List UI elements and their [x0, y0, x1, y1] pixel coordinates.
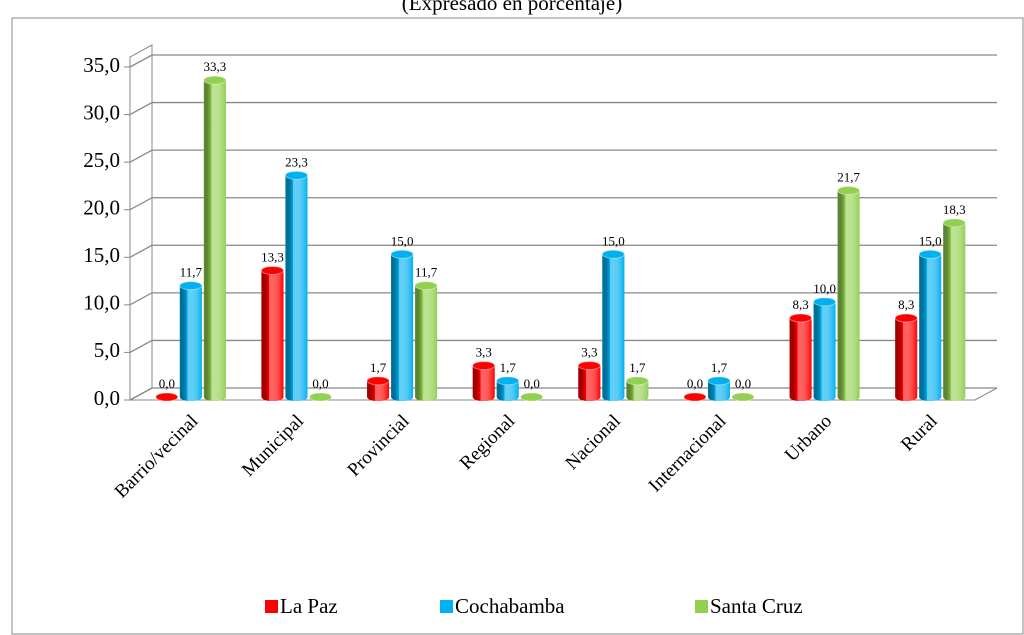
data-label: 15,0 — [602, 233, 625, 248]
data-label: 11,7 — [180, 265, 203, 280]
bar-shade — [919, 250, 942, 401]
bar-shade — [179, 281, 202, 401]
legend-swatch — [265, 600, 278, 613]
y-tick-label: 20,0 — [83, 196, 120, 220]
bar-shade — [415, 281, 438, 401]
bar-top — [414, 281, 438, 291]
x-tick-label: Rural — [897, 411, 942, 456]
grid-line — [129, 244, 997, 258]
x-tick-label: Municipal — [238, 411, 308, 481]
grid-line — [129, 101, 997, 116]
bar-top — [179, 281, 203, 291]
bar-top — [284, 170, 308, 180]
data-label: 15,0 — [391, 233, 414, 248]
bar-top — [390, 249, 414, 259]
bar-shade — [837, 186, 860, 401]
bar-top — [731, 392, 755, 402]
legend-label: Santa Cruz — [710, 594, 803, 618]
data-label: 15,0 — [919, 233, 942, 248]
bar-shade — [602, 250, 625, 401]
grid-line — [129, 292, 997, 306]
bar-top — [625, 376, 649, 386]
data-label: 1,7 — [370, 360, 387, 375]
bar-top — [308, 392, 332, 402]
legend-swatch — [440, 600, 453, 613]
bar-top — [813, 297, 837, 307]
x-tick-label: Regional — [456, 411, 519, 474]
grid-line — [129, 197, 997, 211]
bar-shade — [895, 314, 918, 401]
chart-border — [11, 17, 1024, 635]
x-tick-label: Urbano — [781, 411, 836, 466]
data-label: 1,7 — [629, 360, 646, 375]
bar-top — [789, 313, 813, 323]
data-label: 3,3 — [581, 345, 597, 360]
y-tick-label: 0,0 — [94, 386, 120, 410]
bar-top — [918, 249, 942, 259]
bar-shade — [813, 297, 836, 401]
data-label: 1,7 — [711, 360, 728, 375]
data-label: 0,0 — [312, 376, 328, 391]
data-label: 13,3 — [261, 249, 284, 264]
grid-line — [129, 149, 997, 163]
grid-line — [129, 54, 997, 68]
data-label: 18,3 — [943, 202, 966, 217]
y-tick-label: 30,0 — [83, 100, 120, 124]
bar-shade — [203, 76, 226, 401]
data-label: 33,3 — [203, 59, 226, 74]
bar-shade — [943, 218, 966, 401]
data-label: 23,3 — [285, 154, 308, 169]
y-tick-label: 10,0 — [83, 291, 120, 315]
x-tick-label: Internacional — [645, 411, 731, 497]
bar-top — [203, 75, 227, 85]
data-label: 8,3 — [792, 297, 808, 312]
bar-top — [707, 376, 731, 386]
bar-shade — [578, 361, 601, 401]
data-label: 3,3 — [476, 345, 492, 360]
chart-title: (Expresado en porcentaje) — [402, 0, 622, 15]
bar-top — [894, 313, 918, 323]
grid-line — [129, 339, 997, 353]
y-tick-label: 25,0 — [83, 148, 120, 172]
y-tick-label: 5,0 — [94, 338, 120, 362]
bar-shade — [789, 314, 812, 401]
data-label: 8,3 — [898, 297, 914, 312]
bar-top — [520, 392, 544, 402]
floor — [129, 387, 998, 401]
bar-top — [472, 361, 496, 371]
data-label: 21,7 — [837, 170, 860, 185]
legend-label: La Paz — [280, 594, 338, 618]
bar-shade — [261, 266, 284, 401]
bar-top — [366, 376, 390, 386]
data-label: 11,7 — [415, 265, 438, 280]
bar-top — [837, 186, 861, 196]
legend-label: Cochabamba — [455, 594, 565, 618]
bar-top — [942, 218, 966, 228]
data-label: 0,0 — [735, 376, 751, 391]
grid-line — [129, 387, 997, 401]
x-tick-label: Nacional — [562, 411, 625, 474]
data-label: 0,0 — [687, 376, 703, 391]
data-label: 10,0 — [813, 281, 836, 296]
data-label: 0,0 — [159, 376, 175, 391]
y-tick-label: 15,0 — [83, 243, 120, 267]
bar-top — [683, 392, 707, 402]
data-label: 0,0 — [524, 376, 540, 391]
bar-shade — [285, 171, 308, 401]
bar-top — [496, 376, 520, 386]
legend-swatch — [695, 600, 708, 613]
x-tick-label: Barrio/vecinal — [111, 411, 203, 503]
bar-shade — [472, 361, 495, 401]
bar-top — [260, 265, 284, 275]
bar-shade — [391, 250, 414, 401]
data-label: 1,7 — [500, 360, 517, 375]
bar-top — [577, 361, 601, 371]
bar-top — [601, 249, 625, 259]
y-tick-label: 35,0 — [83, 53, 120, 77]
bar-top — [155, 392, 179, 402]
x-tick-label: Provincial — [344, 411, 414, 481]
